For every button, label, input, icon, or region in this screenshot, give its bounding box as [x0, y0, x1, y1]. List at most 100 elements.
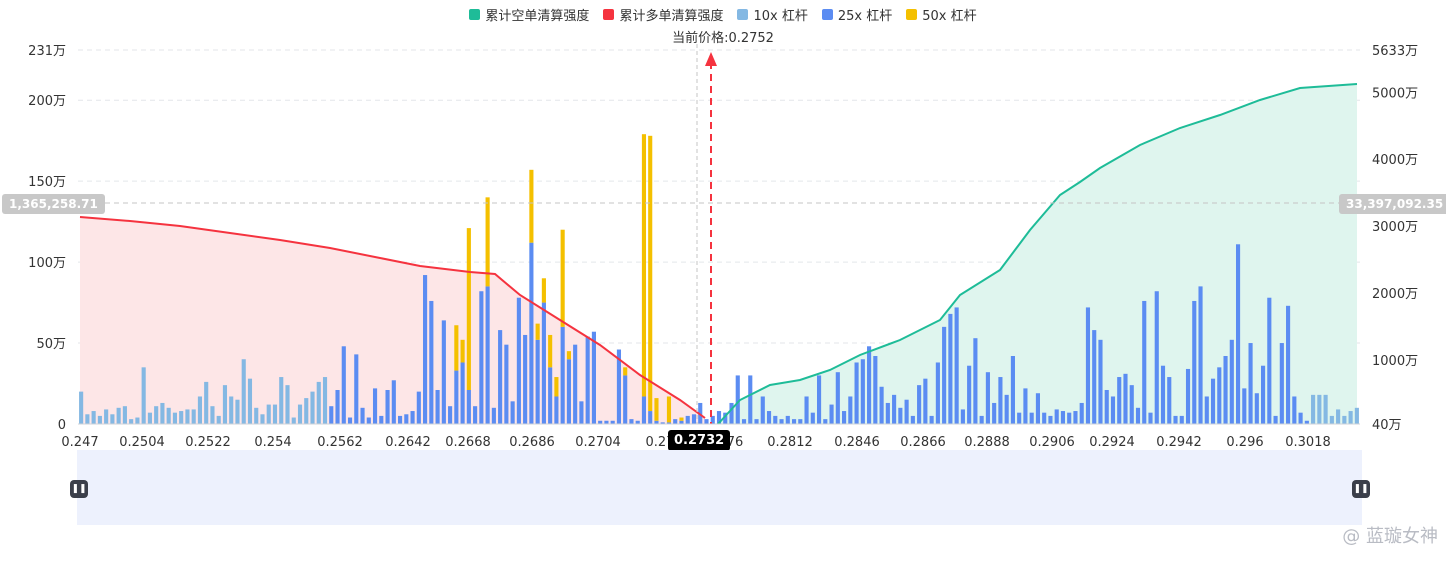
bar-50x	[529, 169, 534, 243]
bar-25x	[1273, 415, 1278, 424]
grip-icon: ❚❚	[71, 484, 87, 494]
legend-short-cumulative[interactable]: 累计空单清算强度	[469, 5, 589, 24]
legend-10x[interactable]: 10x 杠杆	[737, 5, 808, 24]
zoom-right-handle[interactable]: ❚❚	[1352, 480, 1370, 498]
bar-25x	[673, 419, 678, 424]
bar-10x	[216, 415, 221, 424]
bar-25x	[979, 415, 984, 424]
bar-25x	[541, 302, 546, 424]
bar-25x	[335, 390, 340, 424]
bar-10x	[322, 377, 328, 424]
bar-10x	[254, 407, 259, 424]
bar-10x	[285, 385, 290, 424]
bar-10x	[79, 391, 84, 424]
bar-50x	[554, 377, 559, 397]
legend-swatch-10x	[737, 9, 749, 20]
bar-25x	[1223, 356, 1228, 424]
right-axis-tick-label: 2000万	[1372, 287, 1418, 302]
x-axis-tick-label: 0.3018	[1285, 435, 1331, 450]
bar-25x	[604, 420, 609, 424]
bar-25x	[954, 307, 959, 424]
bar-25x	[654, 420, 659, 424]
bar-25x	[1298, 412, 1303, 424]
bar-25x	[516, 297, 521, 424]
bar-50x	[679, 417, 684, 421]
bar-25x	[466, 390, 471, 424]
right-axis-tick-label: 3000万	[1372, 220, 1418, 235]
bar-25x	[1160, 365, 1166, 424]
bar-25x	[691, 414, 697, 424]
bar-25x	[854, 362, 859, 424]
bar-25x	[1104, 390, 1109, 424]
zoom-left-handle[interactable]: ❚❚	[70, 480, 88, 498]
bar-25x	[729, 402, 734, 424]
bar-25x	[798, 419, 803, 424]
bar-25x	[723, 412, 728, 424]
bar-25x	[1085, 307, 1091, 424]
bar-50x	[666, 396, 672, 423]
bar-25x	[948, 313, 953, 424]
bar-25x	[842, 411, 847, 424]
bar-25x	[804, 396, 809, 424]
watermark: @ 蓝璇女神	[1342, 526, 1438, 547]
bar-25x	[648, 411, 653, 424]
bar-25x	[1029, 412, 1034, 424]
bar-25x	[1123, 373, 1128, 424]
bar-25x	[629, 419, 634, 424]
legend-swatch-50x	[906, 9, 918, 20]
bar-25x	[848, 396, 853, 424]
bar-25x	[685, 415, 690, 424]
bar-25x	[929, 415, 934, 424]
right-axis-tick-label: 4000万	[1372, 153, 1418, 168]
bar-25x	[1192, 300, 1197, 424]
x-axis-tick-label: 0.2522	[185, 435, 231, 450]
bar-10x	[141, 367, 146, 424]
bar-25x	[785, 415, 790, 424]
right-axis-tick-label: 5633万	[1372, 44, 1418, 59]
x-axis-tick-label: 0.27	[646, 435, 675, 450]
bar-10x	[297, 404, 303, 424]
left-axis-tick-label: 200万	[28, 94, 66, 109]
bar-10x	[1348, 411, 1353, 424]
zoom-slider-track[interactable]	[77, 450, 1362, 525]
bar-25x	[1242, 388, 1247, 424]
current-price-tag: 0.2732	[668, 430, 731, 451]
bar-25x	[573, 344, 578, 424]
bar-10x	[1342, 415, 1347, 424]
bar-25x	[923, 378, 928, 424]
legend-label-50x: 50x 杠杆	[922, 9, 977, 24]
bar-10x	[1317, 394, 1322, 424]
bar-25x	[1179, 415, 1184, 424]
bar-10x	[1323, 394, 1328, 424]
bar-25x	[960, 409, 965, 424]
bar-25x	[548, 367, 553, 424]
legend-50x[interactable]: 50x 杠杆	[906, 5, 977, 24]
legend-25x[interactable]: 25x 杠杆	[821, 5, 892, 24]
legend-long-cumulative[interactable]: 累计多单清算强度	[603, 5, 723, 24]
x-axis-tick-label: 0.2866	[900, 435, 946, 450]
bar-25x	[967, 365, 972, 424]
bar-25x	[1167, 377, 1172, 424]
bar-50x	[648, 135, 653, 412]
legend-label-long: 累计多单清算强度	[619, 9, 724, 24]
legend-swatch-25x	[821, 9, 833, 20]
bar-25x	[641, 396, 647, 424]
bar-25x	[754, 419, 759, 424]
bar-25x	[892, 394, 897, 424]
bar-25x	[1173, 415, 1178, 424]
bar-10x	[147, 412, 152, 424]
bar-10x	[166, 407, 171, 424]
bar-25x	[1048, 415, 1053, 424]
bar-10x	[291, 417, 296, 424]
bar-10x	[1354, 407, 1359, 424]
bar-10x	[266, 404, 271, 424]
x-axis-tick-label: 0.296	[1226, 435, 1263, 450]
bar-25x	[1010, 356, 1015, 424]
bar-25x	[554, 396, 559, 424]
bar-25x	[973, 338, 978, 424]
bar-25x	[616, 349, 622, 424]
bar-25x	[791, 419, 797, 424]
bar-25x	[1204, 396, 1209, 424]
bar-10x	[129, 419, 134, 424]
bar-25x	[710, 415, 715, 424]
